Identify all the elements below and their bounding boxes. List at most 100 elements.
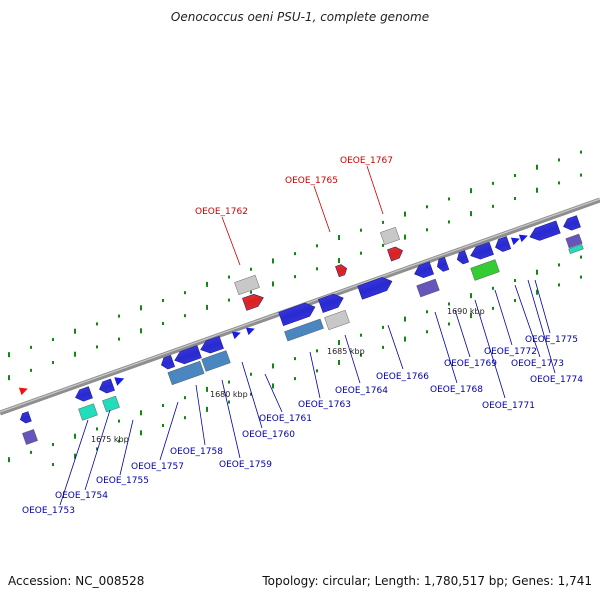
connector-line — [84, 409, 111, 491]
tick-mark — [118, 314, 120, 318]
tick-mark — [426, 205, 428, 209]
tick-mark — [382, 243, 384, 247]
gene-label-oeoe-1773: OEOE_1773 — [511, 359, 564, 369]
tick-mark — [140, 328, 142, 334]
gene-label-oeoe-1758: OEOE_1758 — [170, 447, 223, 457]
tick-mark — [360, 333, 362, 337]
gene-label-oeoe-1766: OEOE_1766 — [376, 372, 429, 382]
connector-line — [494, 289, 513, 346]
tick-mark — [96, 427, 98, 431]
tick-mark — [558, 158, 560, 162]
gene-label-oeoe-1761: OEOE_1761 — [259, 414, 312, 424]
tick-mark — [558, 283, 560, 287]
tick-mark — [272, 383, 274, 389]
tick-mark — [74, 351, 76, 357]
scale-label-1675: 1675 kbp — [91, 435, 129, 444]
connector-line — [514, 284, 541, 358]
gene-label-oeoe-1763: OEOE_1763 — [298, 400, 351, 410]
gene-label-oeoe-1757: OEOE_1757 — [131, 462, 184, 472]
tick-mark — [250, 372, 252, 376]
tick-mark — [162, 423, 164, 427]
gene-box-gray-1 — [234, 274, 260, 296]
tick-mark — [426, 228, 428, 232]
gene-oeoe-1765 — [335, 264, 348, 278]
tick-mark — [470, 313, 472, 319]
tick-mark — [404, 211, 406, 217]
connector-line — [527, 279, 556, 374]
tick-mark — [140, 410, 142, 416]
gene-label-oeoe-1759: OEOE_1759 — [219, 460, 272, 470]
gene-features — [18, 215, 584, 445]
gene-label-oeoe-1764: OEOE_1764 — [335, 386, 388, 396]
gene-oeoe-1754 — [75, 386, 93, 402]
tick-lanes — [8, 150, 582, 467]
tick-mark — [338, 235, 340, 241]
gene-label-oeoe-1760: OEOE_1760 — [242, 430, 295, 440]
tick-mark — [206, 386, 208, 392]
connector-line — [241, 361, 263, 429]
gene-label-oeoe-1753: OEOE_1753 — [22, 506, 75, 516]
connector-line — [344, 334, 361, 384]
tick-mark — [382, 345, 384, 349]
tick-mark — [272, 363, 274, 369]
tick-mark — [52, 443, 54, 447]
tick-mark — [448, 302, 450, 306]
scale-labels: 1675 kbp 1680 kbp 1685 kbp 1690 kbp — [91, 307, 485, 444]
gene-oeoe-1776 — [563, 215, 581, 231]
connector-line — [474, 299, 506, 399]
gene-box-green-1 — [470, 259, 500, 281]
gene-box-teal-3 — [568, 244, 584, 254]
gene-box-gray-2 — [324, 309, 350, 331]
gene-oeoe-1761 — [245, 327, 255, 336]
connector-line — [454, 309, 471, 358]
gene-oeoe-1774 — [510, 237, 520, 246]
tick-mark — [74, 328, 76, 334]
tick-mark — [514, 174, 516, 178]
tick-mark — [514, 299, 516, 303]
gene-oeoe-1763 — [278, 302, 316, 326]
gene-label-oeoe-1762: OEOE_1762 — [195, 207, 248, 217]
tick-mark — [558, 181, 560, 185]
tick-mark — [492, 286, 494, 290]
connector-line — [59, 419, 89, 506]
gene-labels: OEOE_1753 OEOE_1754 OEOE_1755 OEOE_1757 … — [22, 156, 583, 516]
tick-mark — [96, 322, 98, 326]
tick-mark — [470, 211, 472, 217]
tick-mark — [228, 275, 230, 279]
tick-mark — [206, 281, 208, 287]
tick-mark — [338, 340, 340, 346]
gene-oeoe-1772 — [470, 241, 494, 260]
connector-line — [221, 216, 241, 266]
tick-mark — [96, 447, 98, 451]
tick-mark — [580, 150, 582, 154]
connector-line — [159, 401, 179, 461]
scale-label-1685: 1685 kbp — [327, 347, 365, 356]
tick-mark — [30, 450, 32, 454]
tick-mark — [184, 416, 186, 420]
tick-mark — [294, 252, 296, 256]
tick-mark — [536, 187, 538, 193]
tick-mark — [360, 228, 362, 232]
tick-mark — [8, 352, 10, 358]
gene-box-purple-1 — [22, 429, 38, 445]
gene-oeoe-1764 — [318, 293, 344, 313]
tick-mark — [514, 197, 516, 201]
tick-mark — [228, 400, 230, 404]
genome-summary-text: Topology: circular; Length: 1,780,517 bp… — [262, 574, 592, 588]
gene-oeoe-1768 — [414, 261, 434, 278]
connector-line — [366, 165, 384, 215]
tick-mark — [250, 392, 252, 396]
gene-oeoe-1758 — [174, 345, 202, 365]
tick-mark — [52, 463, 54, 467]
connector-line — [221, 379, 241, 459]
gene-label-oeoe-1772: OEOE_1772 — [484, 347, 537, 357]
gene-label-oeoe-1775: OEOE_1775 — [525, 335, 578, 345]
connector-line — [195, 384, 206, 446]
tick-mark — [74, 433, 76, 439]
tick-mark — [206, 304, 208, 310]
gene-box-purple-3 — [565, 233, 583, 249]
gene-oeoe-1759 — [200, 335, 224, 354]
tick-mark — [294, 275, 296, 279]
tick-mark — [30, 368, 32, 372]
